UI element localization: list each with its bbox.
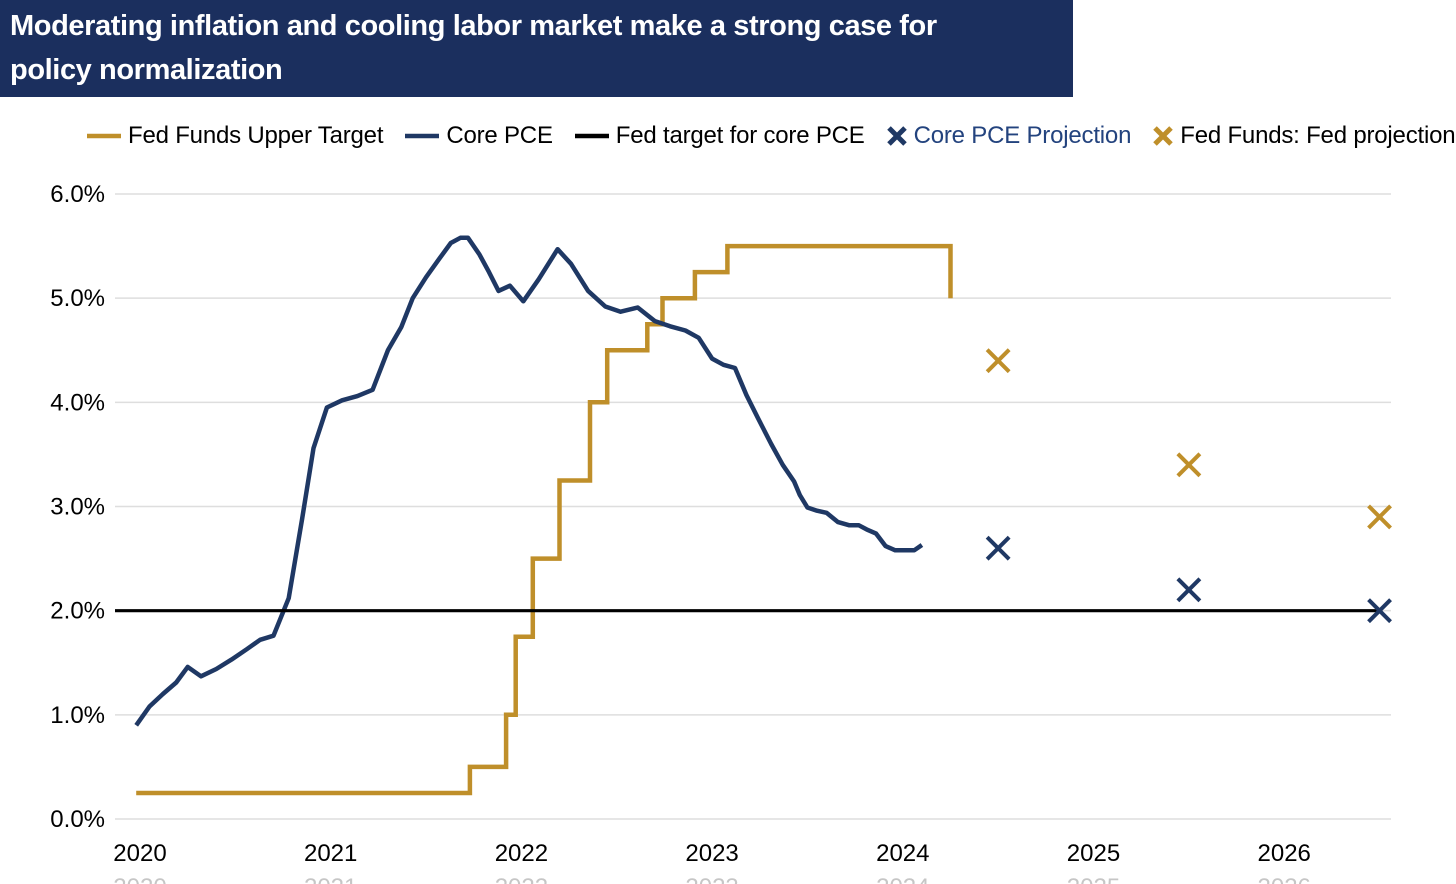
y-tick-label: 3.0%	[50, 494, 105, 521]
series-core-pce	[134, 235, 924, 727]
clipped-x-tick-label: 2025	[1067, 874, 1120, 884]
legend-item-core-pce-projection: Core PCE Projection	[886, 122, 1132, 150]
clipped-x-tick-label: 2021	[304, 874, 357, 884]
legend-line-swatch-icon	[87, 133, 121, 139]
legend-line-swatch-icon	[574, 133, 609, 139]
x-marker	[1176, 452, 1202, 478]
gridlines	[115, 193, 1391, 820]
legend-x-marker-icon	[1153, 126, 1174, 146]
x-marker	[1176, 577, 1202, 603]
x-marker	[985, 348, 1011, 374]
x-tick-label: 2023	[685, 840, 738, 867]
data-series	[115, 235, 1392, 796]
x-marker	[1367, 598, 1392, 624]
clipped-x-tick-label: 2024	[876, 874, 929, 884]
legend-label: Fed Funds: Fed projection	[1180, 122, 1456, 149]
legend-item-fed-funds-fed-projection: Fed Funds: Fed projection	[1152, 122, 1456, 150]
legend-item-fed-target-for-core-pce: Fed target for core PCE	[574, 122, 865, 150]
series-core-pce-projection	[985, 535, 1392, 624]
page-title-line-1: Moderating inflation and cooling labor m…	[10, 10, 937, 42]
x-tick-label: 2026	[1258, 840, 1311, 867]
page-title-line-2: policy normalization	[10, 54, 283, 86]
legend-label: Fed Funds Upper Target	[128, 122, 384, 149]
y-tick-label: 5.0%	[50, 285, 105, 312]
title-bar: Moderating inflation and cooling labor m…	[0, 0, 1073, 97]
legend-label: Core PCE	[446, 122, 553, 149]
legend-item-fed-funds-upper-target: Fed Funds Upper Target	[86, 122, 384, 150]
x-tick-label: 2024	[876, 840, 929, 867]
x-tick-label: 2022	[495, 840, 548, 867]
legend-label: Core PCE Projection	[913, 122, 1132, 149]
series-fed-funds-upper-target	[136, 243, 953, 796]
x-tick-label: 2025	[1067, 840, 1120, 867]
clipped-x-tick-label: 2022	[495, 874, 548, 884]
x-marker	[985, 535, 1011, 561]
y-tick-label: 1.0%	[50, 702, 105, 729]
legend-line-swatch-icon	[405, 133, 440, 139]
chart-legend: Fed Funds Upper Target Core PCE Fed target…	[86, 118, 1456, 154]
y-tick-label: 2.0%	[50, 598, 105, 625]
step-line-path	[136, 243, 953, 796]
x-tick-label: 2020	[113, 840, 166, 867]
y-tick-label: 0.0%	[50, 806, 105, 833]
clipped-bottom-axis-row: 2020 2021 2022 2023 2024 2025 2026	[113, 874, 1311, 884]
legend-label: Fed target for core PCE	[615, 122, 865, 149]
clipped-x-tick-label: 2026	[1258, 874, 1311, 884]
x-axis-tick-labels: 2020 2021 2022 2023 2024 2025 2026	[113, 840, 1311, 867]
y-tick-label: 6.0%	[50, 181, 105, 208]
x-tick-label: 2021	[304, 840, 357, 867]
line-path	[134, 235, 924, 727]
legend-x-marker-icon	[886, 126, 907, 146]
clipped-x-tick-label: 2020	[113, 874, 166, 884]
legend-item-core-pce: Core PCE	[404, 122, 553, 150]
series-fed-funds-fed-projection	[985, 348, 1392, 530]
x-marker	[1367, 504, 1392, 530]
y-axis-tick-labels: 6.0% 5.0% 4.0% 3.0% 2.0% 1.0% 0.0%	[50, 181, 105, 833]
clipped-x-tick-label: 2023	[685, 874, 738, 884]
y-tick-label: 4.0%	[50, 389, 105, 416]
